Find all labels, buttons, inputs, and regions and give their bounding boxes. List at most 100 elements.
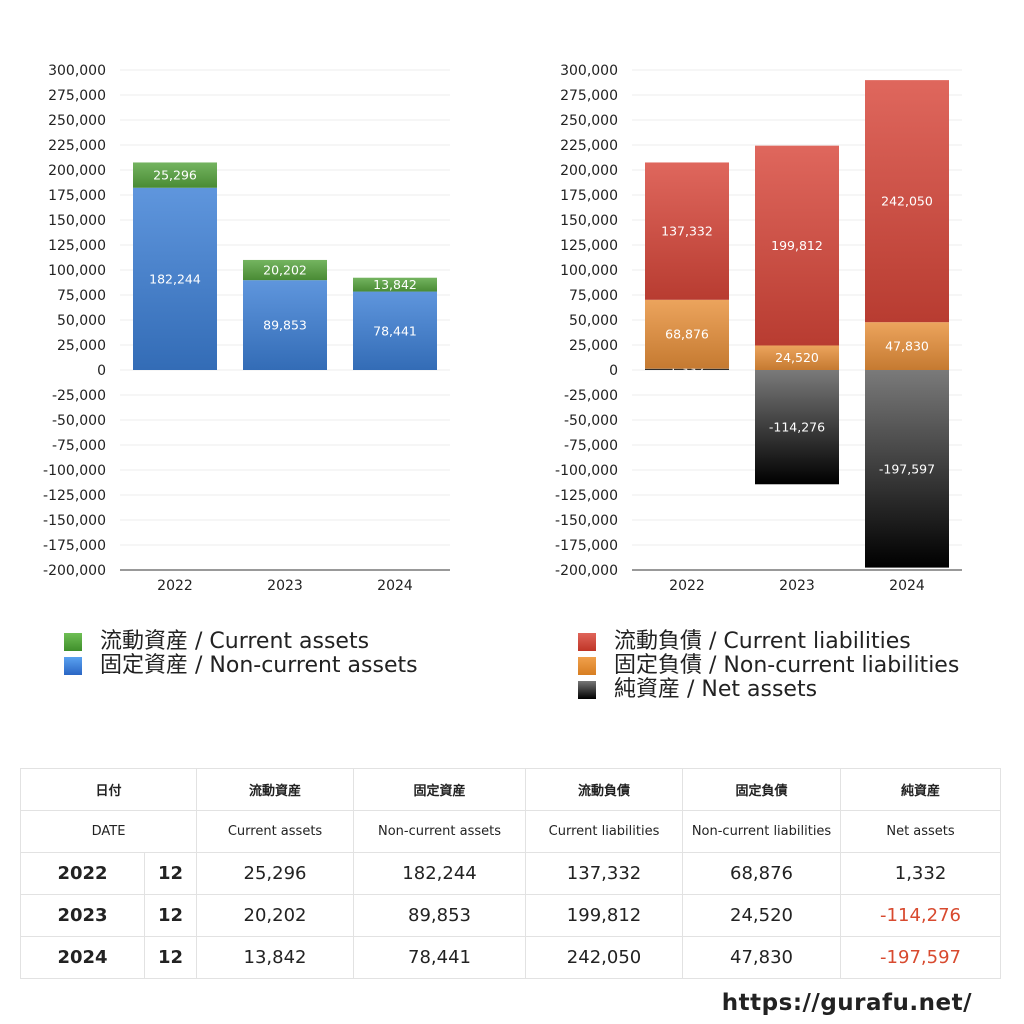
header-net-assets-en: Net assets xyxy=(840,810,1002,853)
header-non-current-liabilities-en: Non-current liabilities xyxy=(682,810,842,853)
y-tick-label: -75,000 xyxy=(52,438,106,454)
y-tick-label: 275,000 xyxy=(560,88,618,104)
y-tick-label: -100,000 xyxy=(43,463,106,479)
y-tick-label: -150,000 xyxy=(43,513,106,529)
y-tick-label: -25,000 xyxy=(52,388,106,404)
row-non-current-assets: 89,853 xyxy=(353,894,527,937)
data-label: 24,520 xyxy=(775,350,819,365)
y-tick-label: 0 xyxy=(97,363,106,379)
legend-label-net-assets: 純資産 / Net assets xyxy=(614,677,818,702)
data-label: -114,276 xyxy=(769,420,825,435)
y-tick-label: 250,000 xyxy=(560,113,618,129)
legend-swatch-non-current-liabilities xyxy=(578,657,596,675)
y-tick-label: 225,000 xyxy=(48,138,106,154)
bar-segment xyxy=(865,80,949,323)
legend-label-current-assets: 流動資産 / Current assets xyxy=(100,629,370,654)
table-row: 2023 12 20,202 89,853 199,812 24,520 -11… xyxy=(20,894,1002,937)
row-current-assets: 20,202 xyxy=(196,894,355,937)
table-header-jp: 日付 流動資産 固定資産 流動負債 固定負債 純資産 xyxy=(19,768,1002,811)
y-tick-label: 150,000 xyxy=(560,213,618,229)
x-tick-label: 2023 xyxy=(267,578,303,594)
bar-segment xyxy=(353,277,437,292)
row-current-liabilities: 199,812 xyxy=(525,894,684,937)
y-tick-label: -50,000 xyxy=(564,413,618,429)
y-tick-label: 200,000 xyxy=(48,163,106,179)
legend-item-non-current-assets: 固定資産 / Non-current assets xyxy=(64,654,418,678)
bar-segment xyxy=(133,187,217,370)
legend-label-current-liabilities: 流動負債 / Current liabilities xyxy=(614,629,911,654)
y-tick-label: 200,000 xyxy=(560,163,618,179)
row-non-current-assets: 182,244 xyxy=(353,852,527,895)
data-label: 47,830 xyxy=(885,339,929,354)
y-tick-label: -25,000 xyxy=(564,388,618,404)
table-row: 2024 12 13,842 78,441 242,050 47,830 -19… xyxy=(20,936,1002,979)
y-tick-label: 25,000 xyxy=(57,338,106,354)
table-header-en: DATE Current assets Non-current assets C… xyxy=(19,810,1002,853)
header-current-liabilities-jp: 流動負債 xyxy=(525,768,684,811)
y-tick-label: -200,000 xyxy=(43,563,106,579)
row-net-assets: 1,332 xyxy=(840,852,1002,895)
y-tick-label: 175,000 xyxy=(560,188,618,204)
data-label: 13,842 xyxy=(373,277,417,292)
bar-segment xyxy=(645,368,729,370)
header-net-assets-jp: 純資産 xyxy=(840,768,1002,811)
bar-segment xyxy=(645,162,729,300)
liabilities-legend: 流動負債 / Current liabilities 固定負債 / Non-cu… xyxy=(578,630,959,702)
legend-swatch-current-liabilities xyxy=(578,633,596,651)
balance-table: 日付 流動資産 固定資産 流動負債 固定負債 純資産 DATE Current … xyxy=(19,768,1002,979)
y-tick-label: -200,000 xyxy=(555,563,618,579)
bar-segment xyxy=(755,345,839,370)
x-tick-label: 2024 xyxy=(889,578,925,594)
x-tick-label: 2024 xyxy=(377,578,413,594)
data-label: 199,812 xyxy=(771,238,823,253)
row-month: 12 xyxy=(143,852,198,895)
y-tick-label: 225,000 xyxy=(560,138,618,154)
row-current-liabilities: 137,332 xyxy=(525,852,684,895)
y-tick-label: 75,000 xyxy=(57,288,106,304)
y-tick-label: 125,000 xyxy=(48,238,106,254)
header-date-jp: 日付 xyxy=(19,768,198,811)
row-net-assets: -197,597 xyxy=(840,936,1002,979)
y-tick-label: -100,000 xyxy=(555,463,618,479)
header-current-liabilities-en: Current liabilities xyxy=(525,810,684,853)
legend-swatch-non-current-assets xyxy=(64,657,82,675)
bar-segment xyxy=(353,291,437,370)
y-tick-label: -175,000 xyxy=(43,538,106,554)
bar-segment xyxy=(645,299,729,369)
bar-segment xyxy=(755,370,839,485)
bar-segment xyxy=(133,162,217,188)
data-label: 25,296 xyxy=(153,168,197,183)
header-current-assets-jp: 流動資産 xyxy=(196,768,355,811)
site-url[interactable]: https://gurafu.net/ xyxy=(721,990,972,1016)
row-month: 12 xyxy=(143,936,198,979)
data-label: 20,202 xyxy=(263,263,307,278)
assets-chart: 300,000 275,000 250,000 225,000 200,000 175,0… xyxy=(43,63,450,594)
y-tick-label: 250,000 xyxy=(48,113,106,129)
bar-segment xyxy=(243,259,327,281)
y-tick-label: 100,000 xyxy=(48,263,106,279)
data-label: 89,853 xyxy=(263,318,307,333)
legend-item-non-current-liabilities: 固定負債 / Non-current liabilities xyxy=(578,654,959,678)
data-label: -197,597 xyxy=(879,461,935,476)
y-tick-label: 175,000 xyxy=(48,188,106,204)
row-non-current-liabilities: 68,876 xyxy=(682,852,842,895)
row-net-assets: -114,276 xyxy=(840,894,1002,937)
data-label: 68,876 xyxy=(665,327,709,342)
y-tick-label: 25,000 xyxy=(569,338,618,354)
bar-segment xyxy=(865,322,949,370)
data-label: 182,244 xyxy=(149,271,201,286)
row-year: 2022 xyxy=(20,852,145,895)
row-non-current-liabilities: 24,520 xyxy=(682,894,842,937)
bar-segment xyxy=(865,370,949,568)
y-tick-label: -75,000 xyxy=(564,438,618,454)
y-tick-label: 275,000 xyxy=(48,88,106,104)
legend-label-non-current-liabilities: 固定負債 / Non-current liabilities xyxy=(614,653,960,678)
bar-segment xyxy=(243,280,327,370)
row-year: 2024 xyxy=(20,936,145,979)
y-tick-label: 75,000 xyxy=(569,288,618,304)
assets-legend: 流動資産 / Current assets 固定資産 / Non-current… xyxy=(64,630,418,678)
header-non-current-assets-jp: 固定資産 xyxy=(353,768,527,811)
row-year: 2023 xyxy=(20,894,145,937)
legend-item-net-assets: 純資産 / Net assets xyxy=(578,678,959,702)
row-current-assets: 25,296 xyxy=(196,852,355,895)
